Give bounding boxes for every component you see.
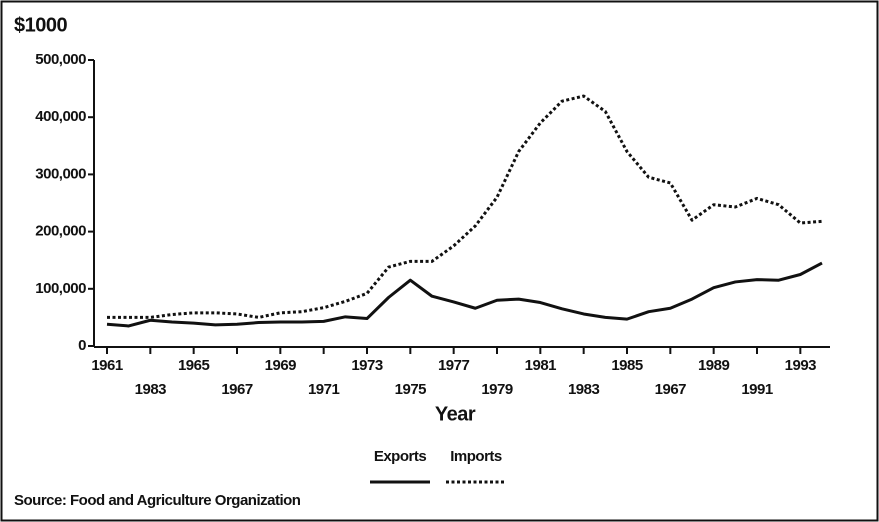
x-tick-label: 1975 [395,381,427,398]
y-tick-label: 500,000 [35,51,86,68]
y-tick-label: 200,000 [35,223,86,240]
x-axis-label: Year [435,403,476,425]
x-tick-label: 1967 [221,381,253,398]
x-tick-label: 1973 [351,357,383,374]
legend-label: Exports [374,448,427,465]
legend-label: Imports [450,448,502,465]
x-tick-label: 1993 [785,357,817,374]
x-tick-label: 1971 [308,381,340,398]
x-tick-label: 1985 [611,357,643,374]
x-tick-label: 1981 [525,357,557,374]
x-tick-label: 1969 [265,357,297,374]
y-tick-label: 300,000 [35,165,86,182]
x-tick-label: 1989 [698,357,730,374]
x-tick-label: 1991 [741,381,773,398]
series-line [106,261,823,328]
source: Source: Food and Agriculture Organizatio… [14,492,301,509]
x-tick-label: 1965 [178,357,210,374]
y-tick-label: 100,000 [35,280,86,297]
x-tick-label: 1983 [568,381,600,398]
y-tick-label: 0 [78,337,86,354]
x-tick-label: 1977 [438,357,470,374]
y-tick-label: 400,000 [35,108,86,125]
x-tick-label: 1967 [655,381,687,398]
x-tick-label: 1961 [91,357,123,374]
y-unit-label: $1000 [14,14,67,36]
x-tick-label: 1983 [135,381,167,398]
x-tick-label: 1979 [481,381,513,398]
